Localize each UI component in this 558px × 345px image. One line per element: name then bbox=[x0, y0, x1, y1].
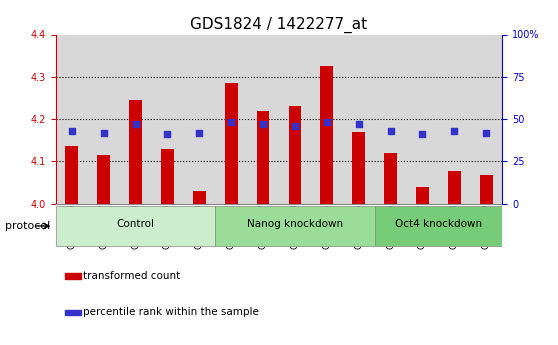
Text: GSM94856: GSM94856 bbox=[68, 204, 76, 249]
Bar bbox=[470, 34, 502, 204]
Bar bbox=[247, 34, 279, 204]
Bar bbox=[257, 111, 270, 204]
Point bbox=[482, 130, 490, 135]
Text: GSM94857: GSM94857 bbox=[99, 204, 108, 249]
Text: GSM94863: GSM94863 bbox=[291, 204, 300, 249]
Point bbox=[227, 120, 235, 125]
Point bbox=[195, 130, 204, 135]
Text: Control: Control bbox=[117, 219, 155, 229]
Bar bbox=[151, 34, 184, 204]
Bar bbox=[448, 170, 461, 204]
Point bbox=[68, 128, 76, 134]
Text: GSM94861: GSM94861 bbox=[227, 204, 235, 249]
Point bbox=[386, 128, 395, 134]
Text: Oct4 knockdown: Oct4 knockdown bbox=[395, 219, 482, 229]
Point bbox=[450, 128, 459, 134]
Text: GSM94868: GSM94868 bbox=[450, 204, 459, 249]
Bar bbox=[416, 187, 429, 204]
Bar bbox=[56, 34, 88, 204]
Bar bbox=[384, 153, 397, 204]
Bar bbox=[129, 100, 142, 204]
Bar bbox=[343, 34, 374, 204]
FancyBboxPatch shape bbox=[56, 206, 215, 246]
Bar bbox=[225, 83, 238, 204]
Text: transformed count: transformed count bbox=[84, 271, 181, 281]
Text: GSM94866: GSM94866 bbox=[386, 204, 395, 249]
Bar bbox=[480, 175, 493, 204]
Point bbox=[131, 121, 140, 127]
Bar bbox=[65, 310, 81, 315]
Bar bbox=[193, 191, 206, 204]
Text: GDS1824 / 1422277_at: GDS1824 / 1422277_at bbox=[190, 17, 368, 33]
Text: percentile rank within the sample: percentile rank within the sample bbox=[84, 307, 259, 317]
Text: GSM94869: GSM94869 bbox=[482, 204, 490, 249]
Text: GSM94859: GSM94859 bbox=[163, 204, 172, 249]
Text: GSM94865: GSM94865 bbox=[354, 204, 363, 249]
Text: GSM94864: GSM94864 bbox=[323, 204, 331, 249]
Bar bbox=[119, 34, 151, 204]
FancyBboxPatch shape bbox=[215, 206, 374, 246]
Point bbox=[418, 131, 427, 137]
Text: protocol: protocol bbox=[5, 221, 50, 231]
Bar bbox=[161, 149, 174, 204]
Bar bbox=[65, 273, 81, 279]
Bar bbox=[88, 34, 119, 204]
Point bbox=[354, 121, 363, 127]
Bar bbox=[65, 147, 78, 204]
Text: GSM94867: GSM94867 bbox=[418, 204, 427, 249]
Point bbox=[291, 123, 300, 129]
Point bbox=[258, 121, 267, 127]
Point bbox=[323, 120, 331, 125]
FancyBboxPatch shape bbox=[374, 206, 502, 246]
Bar bbox=[215, 34, 247, 204]
Bar bbox=[352, 132, 365, 204]
Bar bbox=[439, 34, 470, 204]
Text: GSM94858: GSM94858 bbox=[131, 204, 140, 249]
Bar bbox=[311, 34, 343, 204]
Bar bbox=[374, 34, 407, 204]
Text: GSM94860: GSM94860 bbox=[195, 204, 204, 249]
Bar bbox=[407, 34, 439, 204]
Text: Nanog knockdown: Nanog knockdown bbox=[247, 219, 343, 229]
Point bbox=[99, 130, 108, 135]
Point bbox=[163, 131, 172, 137]
Bar bbox=[184, 34, 215, 204]
Text: GSM94862: GSM94862 bbox=[258, 204, 267, 249]
Bar bbox=[279, 34, 311, 204]
Bar bbox=[320, 66, 333, 204]
Bar bbox=[97, 155, 110, 204]
Bar bbox=[288, 106, 301, 204]
